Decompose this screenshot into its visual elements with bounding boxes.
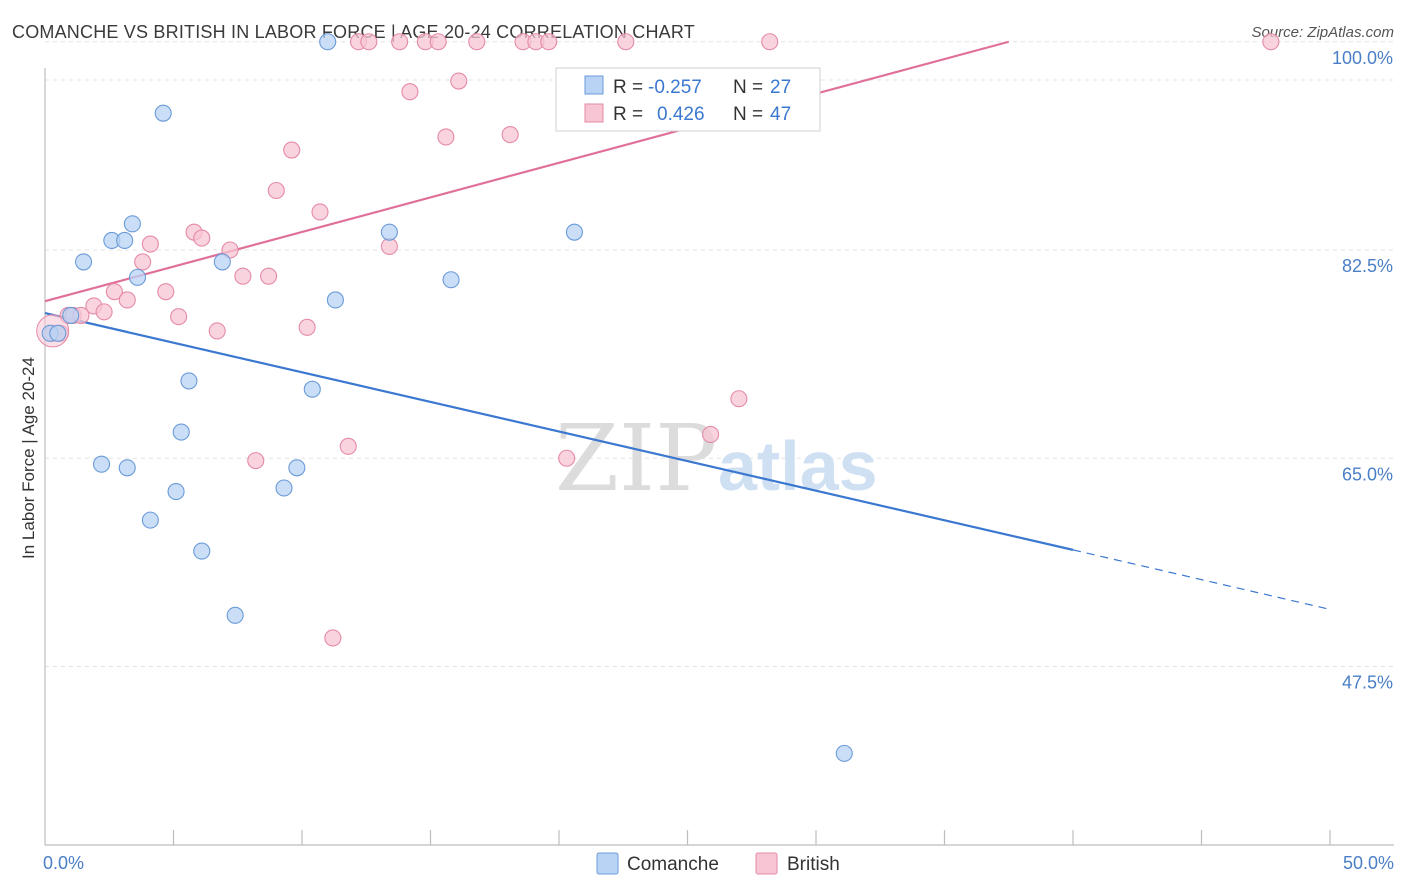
comanche-point: [172, 423, 190, 441]
comanche-point: [62, 306, 80, 325]
british-point: [157, 283, 175, 301]
british-point: [193, 229, 211, 247]
y-tick-label: 82.5%: [1342, 256, 1393, 276]
british-point: [221, 241, 239, 259]
stats-n-value-comanche: 27: [770, 77, 791, 98]
comanche-point: [288, 459, 306, 477]
y-axis-tick-labels: 47.5% 65.0% 82.5% 100.0%: [1332, 48, 1393, 693]
comanche-point: [326, 291, 344, 309]
british-point: [437, 128, 455, 146]
british-point: [247, 452, 265, 470]
british-point: [391, 33, 409, 51]
stats-r-value-comanche: -0.257: [648, 77, 702, 98]
british-point: [105, 283, 123, 301]
comanche-trend-line: [44, 311, 1074, 551]
british-point: [298, 318, 316, 336]
british-trend-line: [44, 40, 1010, 303]
trend-lines: [44, 40, 1331, 610]
legend-label-british: British: [787, 854, 840, 875]
comanche-point: [167, 483, 185, 501]
comanche-point: [92, 455, 111, 473]
watermark: ZIP atlas: [555, 405, 878, 512]
comanche-point: [213, 253, 231, 271]
comanche-point: [226, 606, 244, 624]
watermark-atlas: atlas: [718, 427, 878, 505]
stats-box: R = -0.257 N = 27 R = 0.426 N = 47: [555, 67, 821, 132]
comanche-point: [180, 372, 198, 390]
stats-r-label-comanche: R =: [613, 77, 643, 98]
x-tick-label-max: 50.0%: [1343, 853, 1394, 873]
stats-swatch-comanche: [584, 75, 604, 95]
british-point: [450, 72, 468, 90]
comanche-point: [141, 511, 159, 529]
comanche-point: [118, 459, 136, 477]
legend-swatch-british: [755, 852, 778, 875]
comanche-point: [565, 223, 583, 241]
british-point: [260, 267, 278, 285]
axes: [44, 68, 1394, 846]
watermark-zip: ZIP: [555, 405, 717, 512]
stats-r-value-british: 0.426: [657, 104, 705, 125]
comanche-point: [75, 253, 93, 271]
comanche-point: [154, 104, 172, 122]
stats-r-label-british: R =: [613, 104, 643, 125]
comanche-point: [442, 271, 460, 289]
bottom-legend: Comanche British: [596, 852, 840, 875]
british-point: [95, 303, 113, 321]
british-point: [429, 33, 447, 51]
comanche-points: [41, 33, 853, 762]
british-point: [558, 449, 576, 467]
british-point: [380, 237, 398, 255]
british-point: [401, 83, 419, 101]
y-tick-label: 65.0%: [1342, 464, 1393, 484]
british-point: [702, 425, 720, 444]
british-point: [761, 33, 779, 51]
british-point: [141, 235, 159, 253]
x-tick-label-min: 0.0%: [43, 853, 84, 873]
comanche-point: [193, 542, 211, 560]
comanche-point: [128, 268, 147, 286]
y-tick-label: 47.5%: [1342, 673, 1393, 693]
british-point: [339, 437, 357, 455]
stats-n-value-british: 47: [770, 104, 791, 125]
british-point: [134, 253, 152, 271]
y-tick-label: 100.0%: [1332, 48, 1393, 68]
comanche-point: [380, 223, 398, 241]
comanche-point: [116, 231, 134, 250]
british-point: [501, 126, 519, 144]
british-point: [118, 291, 136, 309]
british-point: [730, 390, 748, 408]
stats-n-label-comanche: N =: [733, 77, 763, 98]
british-point: [1262, 33, 1280, 51]
source-credit: Source: ZipAtlas.com: [1251, 24, 1394, 41]
british-point: [311, 203, 329, 221]
british-point: [283, 141, 301, 159]
comanche-point: [835, 744, 853, 762]
comanche-point: [49, 324, 67, 342]
comanche-point: [123, 215, 141, 233]
stats-n-label-british: N =: [733, 104, 763, 125]
comanche-trend-extension: [1072, 549, 1331, 610]
british-point: [170, 308, 188, 326]
comanche-point: [275, 479, 293, 497]
british-point: [540, 33, 558, 51]
x-axis-ticks: [172, 830, 1331, 845]
british-point: [208, 322, 226, 340]
stats-swatch-british: [584, 103, 604, 123]
british-point: [324, 629, 342, 647]
british-point: [234, 267, 252, 285]
comanche-point: [303, 380, 321, 398]
y-axis-label: In Labor Force | Age 20-24: [19, 357, 38, 559]
comanche-point: [319, 33, 337, 51]
british-point: [360, 33, 378, 51]
british-point: [267, 181, 285, 200]
grid-lines: [45, 41, 1394, 667]
british-point: [468, 33, 486, 51]
legend-label-comanche: Comanche: [627, 854, 719, 875]
british-point: [617, 33, 635, 51]
legend-swatch-comanche: [596, 852, 619, 875]
